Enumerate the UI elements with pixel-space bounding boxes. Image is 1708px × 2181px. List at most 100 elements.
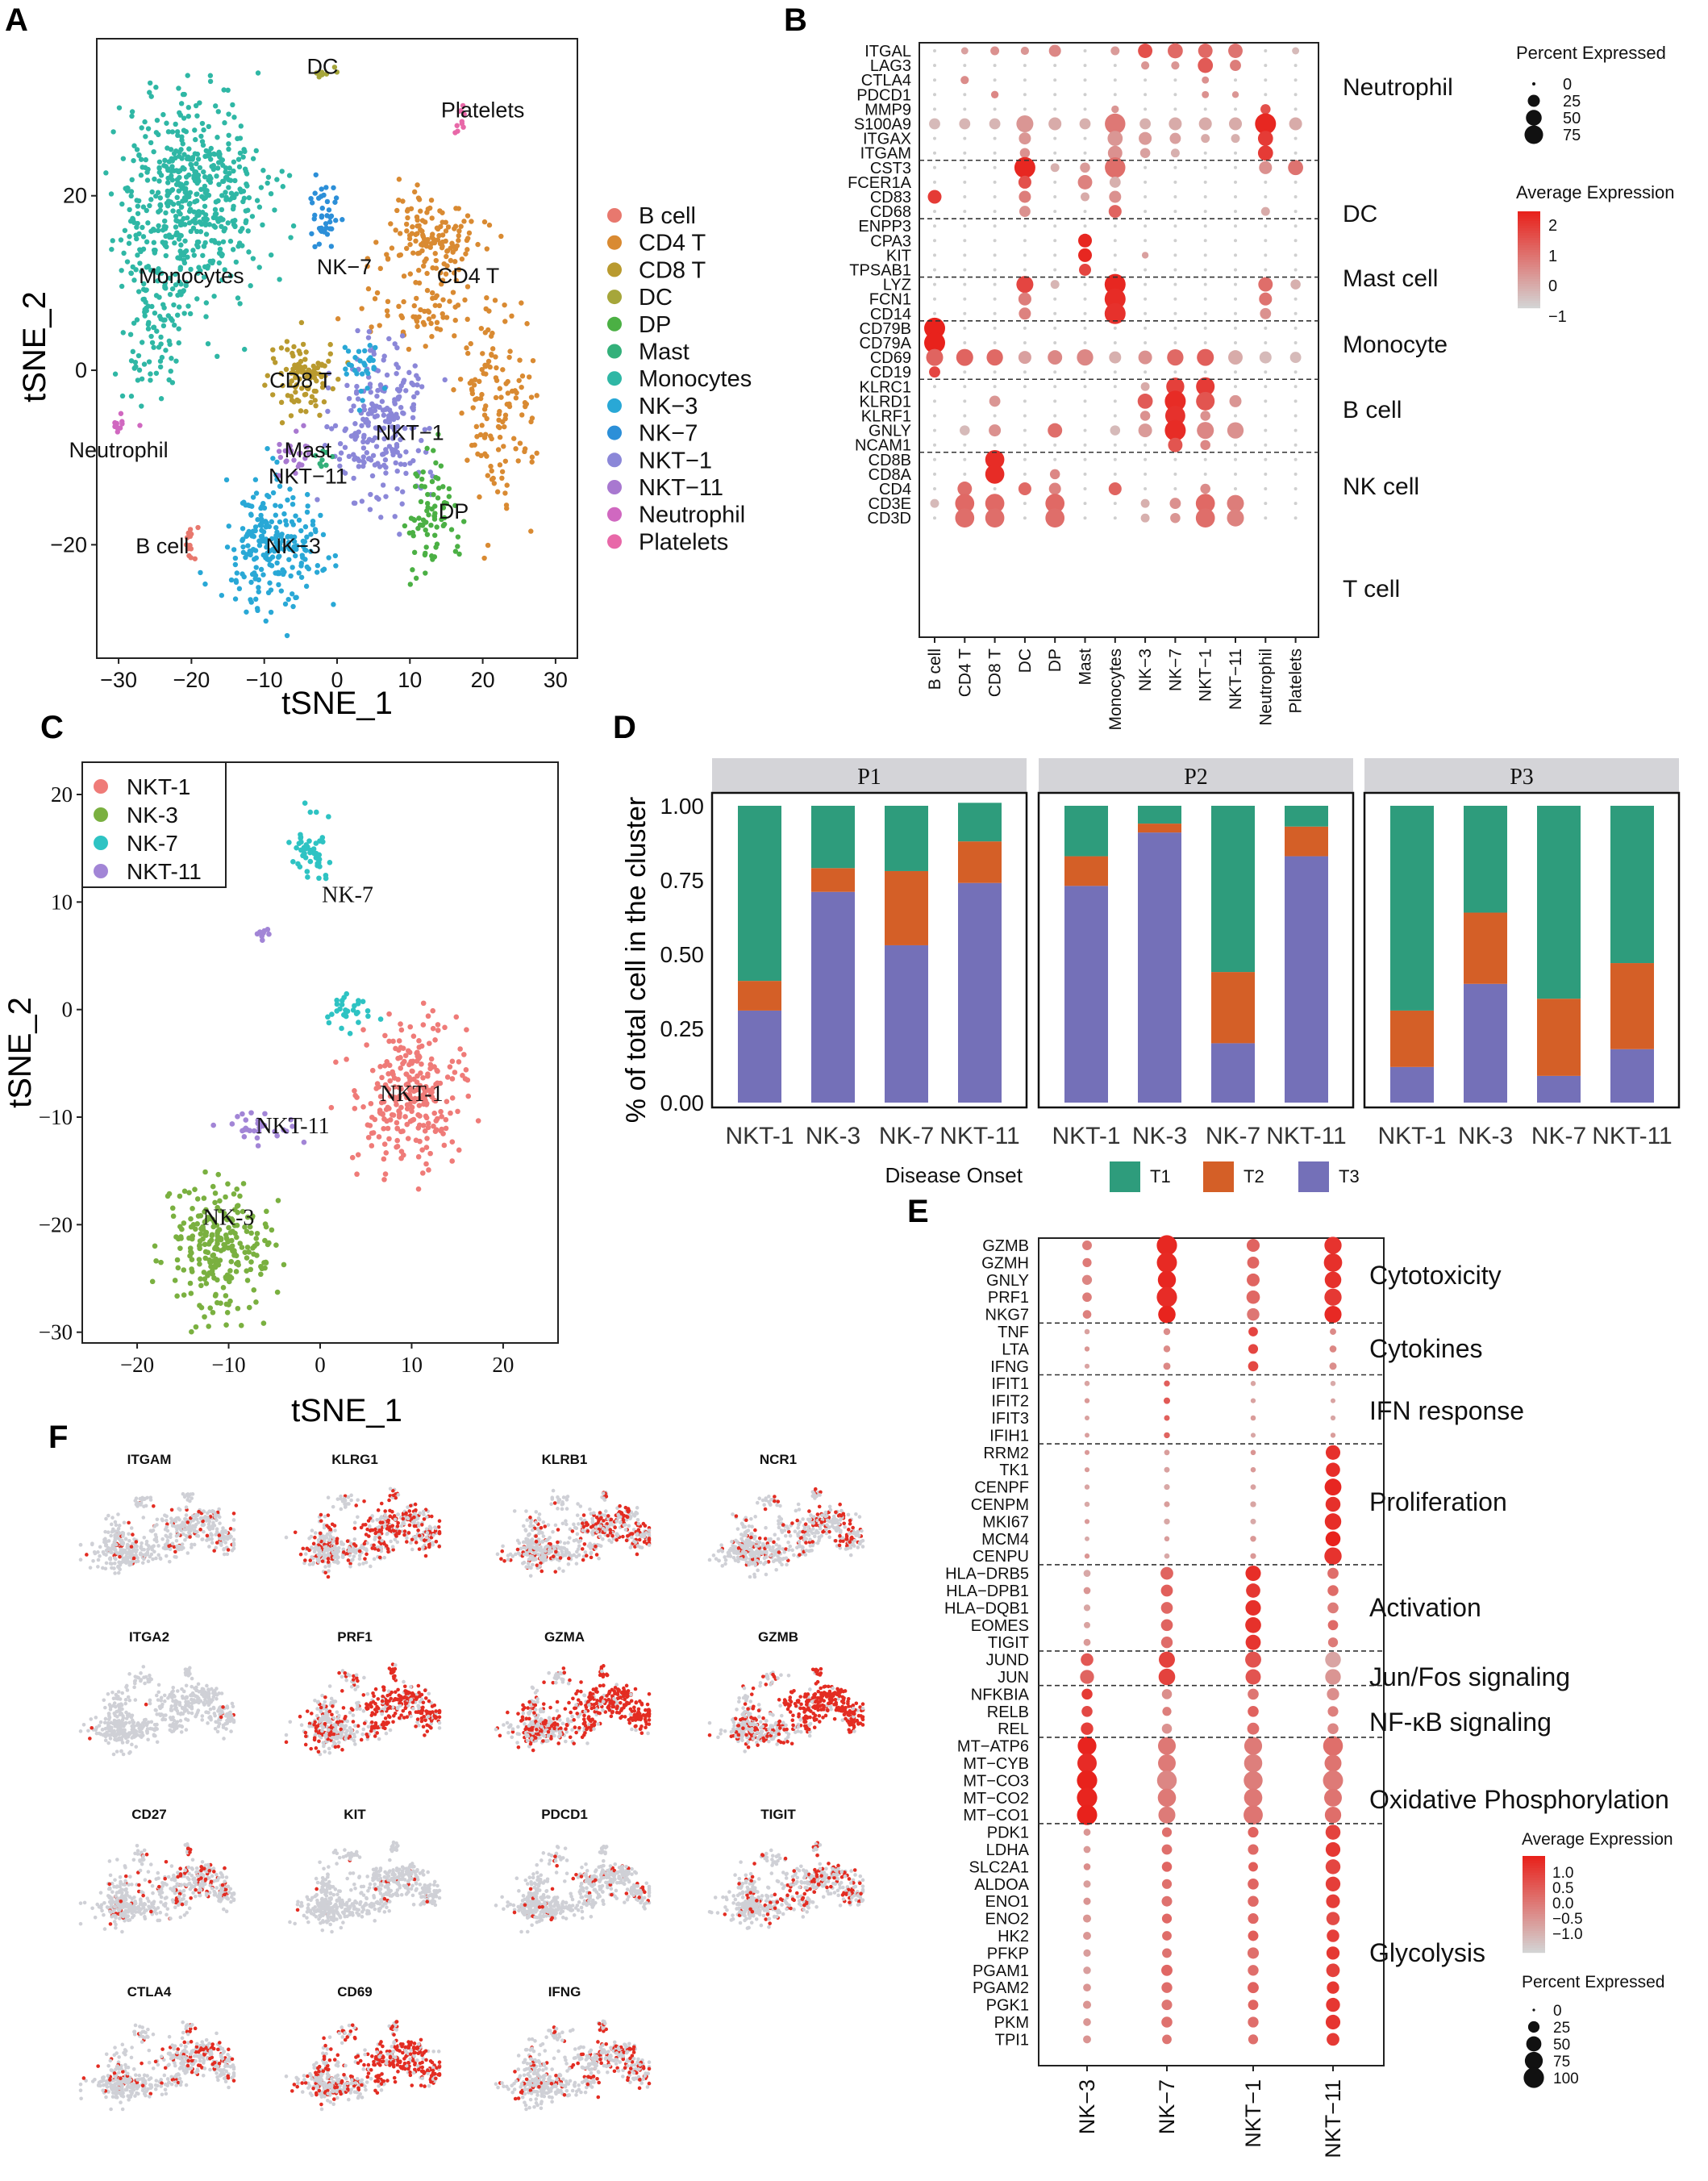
color-legend-label: −0.5 — [1552, 1911, 1583, 1928]
gene-label-mt-co1: MT−CO1 — [963, 1807, 1029, 1824]
cell-point-nk-7 — [302, 844, 307, 850]
color-legend-band — [1523, 1902, 1545, 1904]
cell-point-nkt-1 — [352, 1088, 357, 1094]
color-legend-band — [1518, 257, 1540, 260]
dot-ifit1-nk-3 — [1085, 1381, 1090, 1387]
dot-background — [1204, 298, 1207, 301]
y-tick-label: 20 — [63, 184, 87, 208]
cell-point-nk-3 — [219, 593, 224, 598]
cell-point-nkt-1 — [338, 441, 343, 446]
dot-rel-nkt-1 — [1248, 1723, 1260, 1735]
cell-point — [149, 1529, 153, 1533]
dot-s100a9-nk-7 — [1169, 117, 1181, 130]
dot-mmp9-monocytes — [1111, 106, 1119, 113]
cell-point-cd4-t — [475, 242, 480, 247]
cell-point — [189, 1529, 193, 1533]
cell-point-cd8-t — [279, 345, 284, 350]
cell-point-nkt-1 — [385, 1126, 391, 1132]
dot-eomes-nk-7 — [1161, 1619, 1173, 1631]
cell-point-monocytes — [216, 240, 221, 245]
cell-point-nkt-1 — [409, 381, 414, 386]
dot-background — [1173, 210, 1177, 213]
dot-background — [1053, 239, 1056, 242]
cell-point-cd4-t — [428, 321, 433, 326]
cell-point — [98, 1554, 102, 1558]
cell-point-monocytes — [161, 318, 166, 323]
dot-s100a9-nkt-1 — [1199, 117, 1212, 130]
gene-label-aldoa: ALDOA — [974, 1876, 1029, 1894]
cell-point-monocytes — [214, 173, 219, 178]
legend-swatch-nkt-11 — [607, 480, 622, 494]
cell-point-nk-3 — [188, 1216, 194, 1222]
dot-pfkp-nk-7 — [1162, 1948, 1172, 1958]
cell-point — [186, 1525, 190, 1529]
dot-background — [1264, 473, 1267, 476]
cell-point-nkt-1 — [424, 1136, 430, 1141]
cell-point — [206, 1526, 210, 1530]
cell-point-nk-3 — [273, 525, 278, 530]
dot-background — [1114, 385, 1117, 388]
cell-point-nk-3 — [210, 1271, 215, 1277]
cell-point-monocytes — [141, 234, 146, 239]
legend-label-nkt-1: NKT−1 — [639, 448, 712, 473]
dot-gzmh-nkt-1 — [1248, 1257, 1260, 1269]
cell-point-nkt-1 — [378, 382, 383, 387]
cell-point-monocytes — [260, 168, 265, 173]
cell-point-nk-3 — [281, 572, 285, 577]
cell-point-cd4-t — [444, 228, 448, 233]
bar-p3-nk-3-t1 — [1464, 806, 1507, 912]
dot-gzmb-nkt-1 — [1247, 1239, 1260, 1252]
cell-point — [202, 1530, 206, 1534]
cell-point-cd4-t — [415, 218, 419, 223]
cell-point-monocytes — [135, 317, 140, 322]
cell-point-dp — [456, 534, 460, 539]
cell-point-monocytes — [129, 194, 134, 198]
color-legend-band — [1518, 277, 1540, 279]
cell-point — [117, 1527, 121, 1531]
cell-point-neutrophil — [115, 429, 120, 434]
dot-background — [1053, 312, 1056, 315]
cell-point-nkt-11 — [294, 428, 298, 433]
dot-background — [963, 93, 966, 96]
cell-point-monocytes — [147, 90, 152, 94]
cell-point — [194, 1525, 198, 1529]
dot-itgax-nk-7 — [1169, 133, 1181, 144]
dot-cenpu-nkt-11 — [1324, 1547, 1341, 1564]
dot-ifit1-nkt-11 — [1331, 1381, 1335, 1386]
cell-point-nk-3 — [344, 372, 349, 377]
dot-background — [1234, 181, 1237, 184]
dot-eno2-nkt-11 — [1327, 1912, 1340, 1925]
dot-background — [1294, 137, 1298, 140]
cell-point — [124, 1537, 128, 1541]
cell-point — [407, 1531, 411, 1535]
cell-point-cd4-t — [494, 375, 498, 380]
cell-point-nkt-1 — [406, 1136, 411, 1141]
cell-point — [547, 1523, 551, 1527]
cell-point — [323, 1571, 327, 1575]
cell-point — [437, 1545, 441, 1549]
color-legend-band — [1523, 1919, 1545, 1921]
cell-point-cd4-t — [416, 268, 421, 273]
cell-point-cd4-t — [479, 423, 484, 427]
cell-point-nk-3 — [256, 578, 261, 582]
cell-point-nk-7 — [341, 1012, 347, 1018]
dot-background — [994, 415, 997, 418]
cell-point-nk-3 — [254, 565, 259, 569]
cell-point-cd8-t — [270, 392, 275, 397]
cell-point — [542, 1520, 546, 1524]
cell-point-monocytes — [117, 105, 122, 110]
cell-point-cd4-t — [501, 444, 506, 448]
cell-point-dp — [431, 448, 435, 452]
dot-hla-dqb1-nkt-1 — [1245, 1600, 1260, 1616]
cell-point-nk-3 — [278, 503, 283, 508]
cell-point-nkt-1 — [369, 390, 373, 394]
cell-point — [155, 1540, 159, 1544]
cell-point-nkt-1 — [386, 1011, 392, 1017]
color-legend-band — [1518, 219, 1540, 221]
cell-point-nkt-1 — [354, 1095, 360, 1100]
panel-e-pathway-dotplot: GZMBGZMHGNLYPRF1NKG7TNFLTAIFNGIFIT1IFIT2… — [944, 1235, 1673, 2158]
cell-point — [521, 1562, 525, 1566]
cell-point-monocytes — [159, 396, 164, 401]
cell-point — [391, 1545, 395, 1549]
cell-point-monocytes — [246, 249, 251, 254]
